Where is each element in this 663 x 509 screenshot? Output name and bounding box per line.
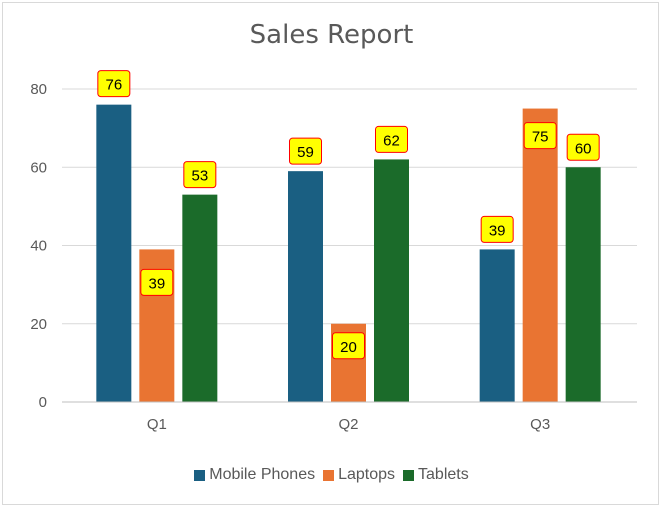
data-label: 76	[97, 70, 131, 98]
data-label-box	[183, 161, 217, 189]
data-label-box	[566, 133, 600, 161]
bar	[522, 108, 558, 402]
data-label-text: 39	[148, 275, 165, 292]
data-label-box	[289, 137, 322, 165]
data-label: 75	[523, 122, 557, 150]
legend-label: Tablets	[418, 466, 469, 483]
y-tick-label: 0	[39, 394, 47, 411]
data-label: 53	[183, 161, 217, 189]
data-label-text: 76	[105, 77, 122, 94]
y-tick-label: 40	[30, 238, 47, 255]
legend-swatch	[194, 469, 206, 481]
data-label: 20	[332, 332, 365, 360]
data-label-text: 60	[575, 140, 592, 157]
y-tick-label: 60	[30, 159, 47, 176]
data-label: 59	[289, 137, 322, 165]
legend-swatch	[403, 469, 415, 481]
legend-item: Mobile Phones	[194, 466, 315, 484]
chart-title: Sales Report	[249, 20, 414, 50]
legend-label: Mobile Phones	[209, 466, 316, 483]
bar	[288, 171, 323, 402]
y-tick-label: 80	[30, 81, 47, 98]
data-label-text: 53	[191, 168, 208, 185]
data-label-text: 39	[489, 222, 506, 239]
legend: Mobile Phones Laptops Tablets	[0, 466, 663, 484]
data-label-text: 59	[297, 144, 314, 161]
data-label-text: 75	[532, 129, 549, 146]
bar	[565, 167, 601, 402]
y-tick-label: 20	[30, 316, 47, 333]
bar	[479, 249, 515, 402]
data-label: 39	[140, 268, 174, 296]
data-label-box	[523, 122, 557, 150]
bar	[96, 104, 132, 403]
x-tick-label: Q2	[338, 416, 358, 433]
x-tick-label: Q3	[530, 416, 550, 433]
data-label-box	[375, 125, 408, 153]
data-label-text: 62	[383, 132, 400, 149]
bar	[374, 159, 409, 402]
data-label-box	[480, 215, 514, 243]
data-label: 62	[375, 125, 408, 153]
legend-item: Laptops	[323, 466, 395, 484]
legend-item: Tablets	[403, 466, 469, 484]
data-label-box	[97, 70, 131, 98]
data-label-text: 20	[340, 339, 357, 356]
data-label: 60	[566, 133, 600, 161]
data-label: 39	[480, 215, 514, 243]
bar	[182, 194, 218, 402]
data-label-box	[140, 268, 174, 296]
legend-label: Laptops	[338, 466, 396, 483]
data-label-box	[332, 332, 365, 360]
legend-swatch	[323, 469, 335, 481]
x-tick-label: Q1	[147, 416, 167, 433]
